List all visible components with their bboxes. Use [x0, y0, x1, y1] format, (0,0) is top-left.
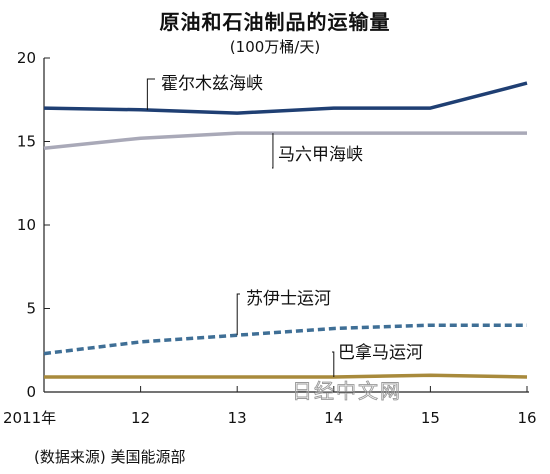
- leader-line: [272, 133, 274, 169]
- x-tick-label: 2011年: [3, 409, 56, 427]
- x-tick-label: 16: [517, 409, 536, 427]
- axes: 0 5 10 15 20 2011年 12 13 14 15 16: [3, 49, 537, 427]
- leader-line: [332, 351, 335, 377]
- series-line: [44, 373, 528, 379]
- series-line: [43, 81, 528, 115]
- chart-subtitle: (100万桶/天): [229, 38, 321, 56]
- series-label: 马六甲海峡: [278, 145, 363, 165]
- y-tick-label: 0: [26, 383, 36, 401]
- y-tick-label: 20: [17, 49, 36, 67]
- watermark-text: 日经中文网: [292, 379, 402, 403]
- x-tick-label: 13: [228, 409, 247, 427]
- leader-line: [236, 293, 240, 336]
- series-label: 苏伊士运河: [246, 289, 331, 309]
- series-line: [43, 131, 527, 150]
- y-tick-label: 15: [17, 133, 36, 151]
- y-tick-label: 5: [26, 300, 36, 318]
- leader-line: [146, 78, 155, 111]
- series-label: 巴拿马运河: [338, 342, 423, 363]
- y-tick-label: 10: [17, 216, 36, 234]
- series-label: 霍尔木兹海峡: [161, 74, 263, 94]
- chart-title: 原油和石油制品的运输量: [159, 10, 391, 34]
- source-note: (数据来源) 美国能源部: [34, 448, 186, 466]
- x-tick-label: 12: [131, 409, 150, 427]
- x-tick-label: 14: [324, 409, 343, 427]
- series-line: [43, 323, 527, 356]
- x-tick-label: 15: [421, 409, 440, 427]
- series-lines: [43, 81, 528, 379]
